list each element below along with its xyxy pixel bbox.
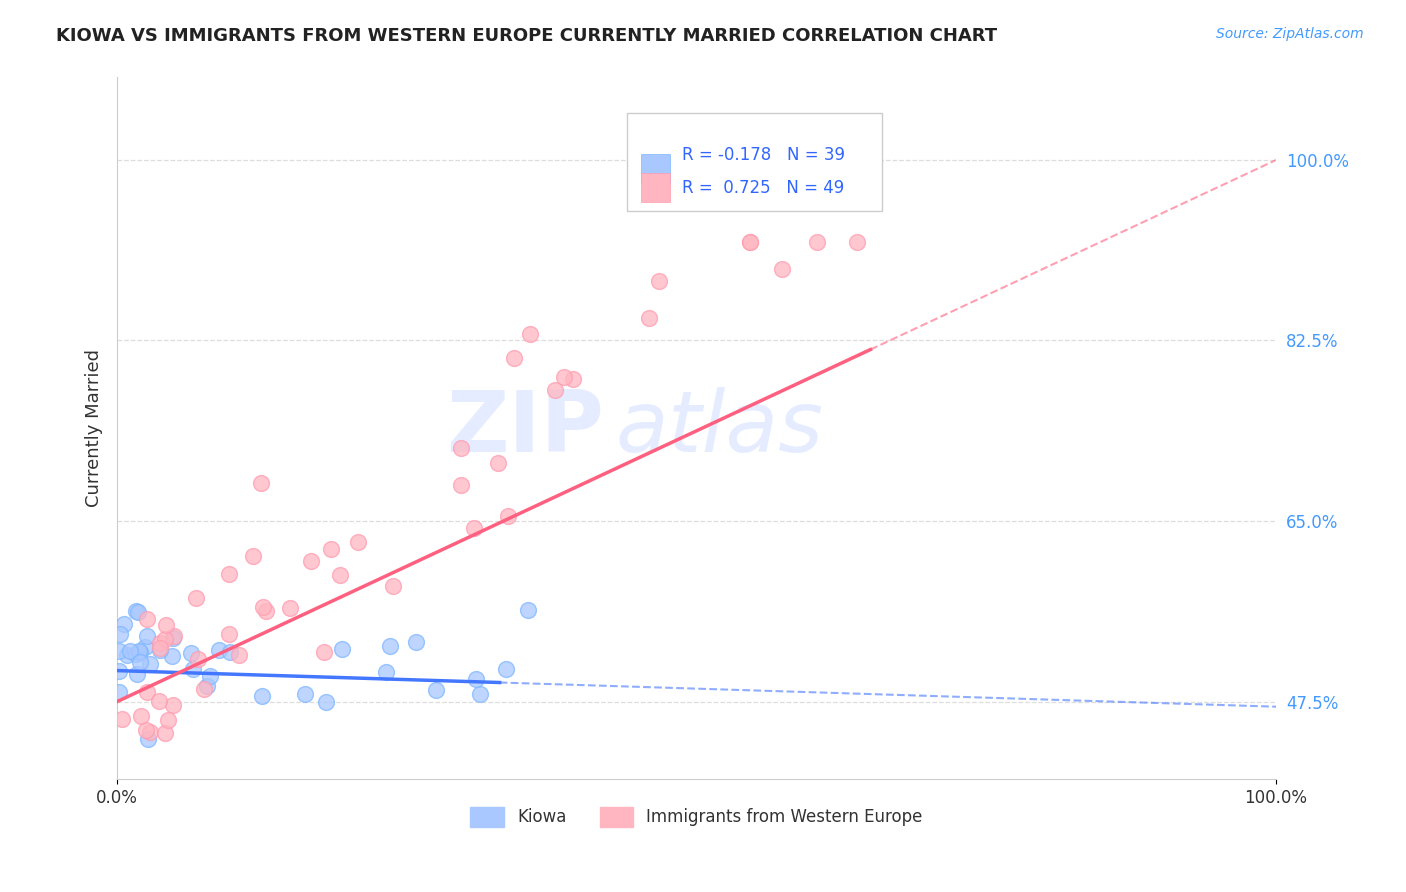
Point: [149, 640, 172, 655]
Point: [278, 601, 301, 615]
Point: [770, 262, 793, 277]
Point: [450, 442, 472, 456]
Point: [495, 662, 517, 676]
Point: [218, 627, 240, 641]
Point: [381, 579, 404, 593]
Point: [162, 631, 184, 645]
Point: [193, 682, 215, 697]
FancyBboxPatch shape: [627, 112, 882, 211]
Point: [464, 672, 486, 686]
Point: [112, 616, 135, 631]
Point: [184, 591, 207, 606]
Point: [149, 642, 172, 657]
Text: R = -0.178   N = 39: R = -0.178 N = 39: [682, 145, 845, 163]
Point: [314, 645, 336, 659]
FancyBboxPatch shape: [641, 154, 671, 184]
Point: [117, 648, 139, 663]
Point: [544, 383, 567, 397]
Point: [139, 657, 162, 671]
Point: [346, 535, 368, 549]
Point: [638, 311, 661, 326]
Point: [553, 370, 575, 384]
Point: [148, 694, 170, 708]
Point: [129, 709, 152, 723]
Point: [330, 641, 353, 656]
Point: [134, 640, 156, 654]
Point: [254, 604, 277, 618]
Text: R =  0.725   N = 49: R = 0.725 N = 49: [682, 178, 844, 196]
Point: [163, 629, 186, 643]
Point: [108, 664, 131, 678]
Point: [502, 351, 524, 366]
Point: [118, 644, 141, 658]
Point: [294, 687, 316, 701]
Point: [136, 629, 159, 643]
Point: [845, 235, 868, 250]
Y-axis label: Currently Married: Currently Married: [86, 349, 103, 508]
Point: [250, 475, 273, 490]
Point: [252, 599, 274, 614]
Point: [195, 679, 218, 693]
Point: [378, 639, 401, 653]
Point: [315, 695, 337, 709]
Text: KIOWA VS IMMIGRANTS FROM WESTERN EUROPE CURRENTLY MARRIED CORRELATION CHART: KIOWA VS IMMIGRANTS FROM WESTERN EUROPE …: [56, 27, 997, 45]
Point: [486, 456, 509, 470]
Point: [135, 723, 157, 738]
Point: [463, 520, 485, 534]
Point: [299, 554, 322, 568]
Point: [136, 685, 159, 699]
FancyBboxPatch shape: [641, 173, 671, 202]
Point: [519, 327, 541, 342]
Point: [139, 725, 162, 739]
Point: [107, 643, 129, 657]
Point: [242, 549, 264, 563]
Point: [127, 605, 149, 619]
Text: Source: ZipAtlas.com: Source: ZipAtlas.com: [1216, 27, 1364, 41]
Point: [162, 698, 184, 712]
Point: [160, 648, 183, 663]
Point: [562, 372, 585, 386]
Point: [405, 634, 427, 648]
Point: [127, 667, 149, 681]
Point: [125, 604, 148, 618]
Text: atlas: atlas: [616, 386, 824, 470]
Point: [108, 685, 131, 699]
Point: [218, 566, 240, 581]
Text: ZIP: ZIP: [446, 386, 605, 470]
Point: [250, 690, 273, 704]
Point: [468, 687, 491, 701]
Point: [128, 644, 150, 658]
Point: [155, 618, 177, 632]
Point: [149, 636, 172, 650]
Point: [806, 235, 828, 250]
Point: [450, 477, 472, 491]
Point: [155, 726, 177, 740]
Point: [129, 645, 152, 659]
Point: [219, 645, 242, 659]
Point: [156, 713, 179, 727]
Point: [208, 643, 231, 657]
Point: [187, 652, 209, 666]
Point: [425, 682, 447, 697]
Point: [108, 626, 131, 640]
Point: [738, 235, 761, 250]
Point: [648, 274, 671, 288]
Point: [180, 646, 202, 660]
Point: [374, 665, 396, 679]
Point: [228, 648, 250, 662]
Point: [516, 603, 538, 617]
Legend: Kiowa, Immigrants from Western Europe: Kiowa, Immigrants from Western Europe: [464, 800, 929, 834]
Point: [740, 235, 762, 250]
Point: [183, 662, 205, 676]
Point: [136, 732, 159, 747]
Point: [321, 541, 343, 556]
Point: [153, 632, 176, 647]
Point: [329, 568, 352, 582]
Point: [136, 612, 159, 626]
Point: [111, 712, 134, 726]
Point: [198, 669, 221, 683]
Point: [498, 508, 520, 523]
Point: [128, 655, 150, 669]
Point: [124, 647, 146, 661]
